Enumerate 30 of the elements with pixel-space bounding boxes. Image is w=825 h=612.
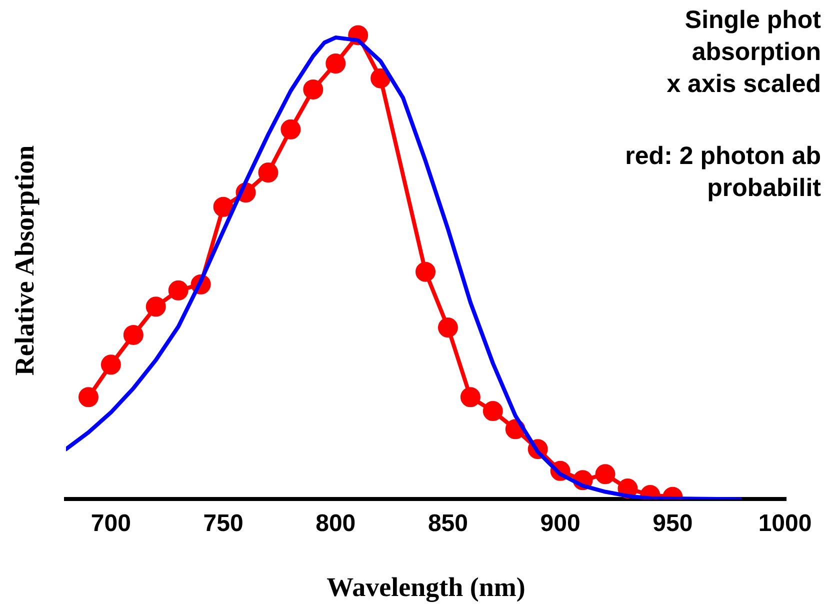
point [482,401,503,422]
y-axis-title: Relative Absorption [10,144,40,378]
annotation: red: 2 photon ab [625,141,821,172]
annotation: absorption [690,37,821,68]
point [146,296,166,317]
x-tick-label: 900 [540,510,580,538]
point [78,387,98,408]
point [168,280,188,300]
x-tick-label: 1000 [758,510,812,538]
point [213,196,234,217]
annotation: x axis scaled [666,69,821,100]
point [416,262,436,282]
point [123,324,144,345]
x-axis-title: Wavelength (nm) [326,572,526,603]
point [258,162,278,183]
point [438,318,458,338]
x-tick-label: 700 [90,510,131,538]
x-tick-label: 950 [652,510,693,538]
x-tick-label: 800 [316,510,356,538]
point [280,119,301,140]
annotation: probabilit [706,173,821,204]
point [100,354,121,375]
point [595,464,616,484]
point [370,68,391,88]
x-tick-label: 850 [428,510,468,538]
x-tick-label: 750 [203,510,244,538]
text: Single phot [684,5,821,36]
point [303,79,324,100]
point [460,387,480,408]
point [326,54,346,74]
